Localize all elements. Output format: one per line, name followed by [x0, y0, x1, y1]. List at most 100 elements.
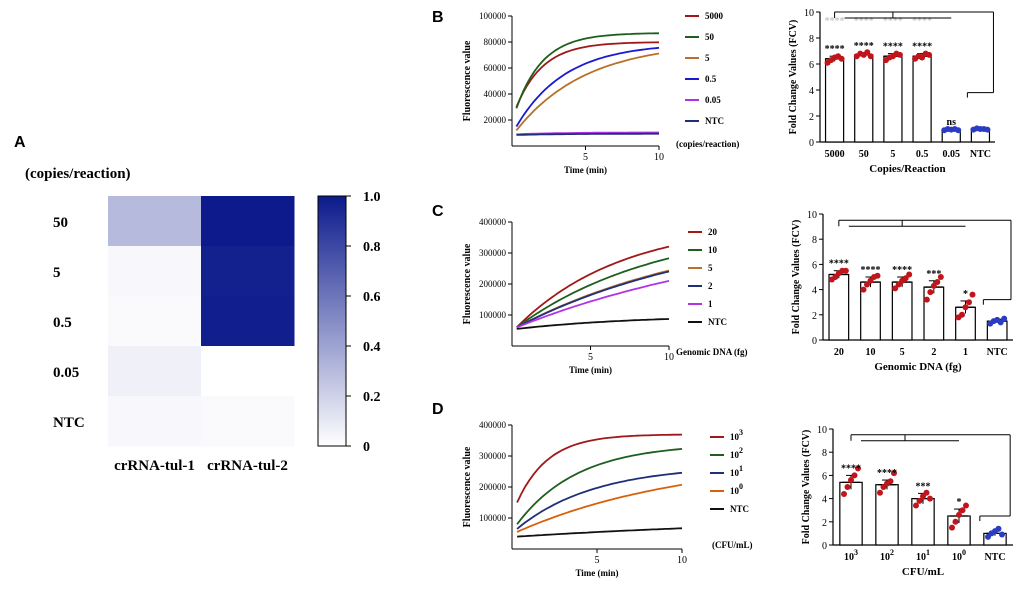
x-tick-label: 20: [834, 347, 844, 358]
x-tick-label: 10: [677, 555, 687, 566]
colorbar-tick-label: 0: [363, 440, 370, 455]
y-tick-label: 10: [804, 8, 814, 19]
data-point: [963, 502, 969, 509]
x-tick-label: 102: [880, 548, 894, 563]
significance-label-faded: ****: [912, 16, 932, 27]
y-tick-label: 2: [822, 518, 827, 529]
y-tick-label: 8: [812, 235, 817, 246]
x-tick-label: 5: [900, 347, 905, 358]
y-axis-title: Fluorescence value: [462, 40, 473, 121]
legend-label: 0.05: [705, 95, 721, 105]
y-tick-label: 10: [817, 425, 827, 436]
significance-label: ****: [829, 259, 849, 270]
significance-label: *: [963, 289, 968, 300]
series-line: [516, 257, 670, 329]
y-axis-title: Fold Change Values (FCV): [788, 20, 799, 135]
significance-label: ns: [947, 117, 957, 128]
data-point: [867, 53, 874, 60]
y-axis-title: Fluorescence value: [462, 243, 473, 324]
y-tick-label: 2: [812, 311, 817, 322]
heatmap-cell: [108, 246, 202, 297]
legend-label: 1: [708, 299, 713, 309]
heatmap-title: (copies/reaction): [25, 166, 131, 182]
legend-label: 5000: [705, 11, 724, 21]
x-tick-label: NTC: [970, 149, 991, 160]
significance-label: ****: [841, 463, 861, 474]
y-tick-label: 300000: [479, 248, 507, 258]
colorbar: [317, 195, 347, 447]
series-line: [516, 245, 670, 329]
legend-note: Genomic DNA (fg): [676, 347, 748, 357]
data-point: [832, 274, 839, 280]
data-point: [906, 271, 913, 278]
x-tick-label: 5: [588, 352, 593, 363]
data-point: [995, 525, 1002, 532]
data-point: [919, 54, 926, 61]
x-tick-label: 5: [595, 555, 600, 566]
bar: [828, 273, 850, 341]
heatmap-cell: [108, 346, 202, 397]
heatmap-row-label: 50: [53, 215, 68, 231]
series-line: [516, 270, 670, 329]
legend-label: 102: [730, 446, 743, 460]
heatmap-cell: [201, 246, 295, 297]
legend-label: 20: [708, 227, 718, 237]
series-line: [516, 471, 683, 530]
y-tick-label: 2: [809, 112, 814, 123]
significance-label: *: [957, 497, 962, 508]
y-tick-label: 100000: [479, 11, 507, 21]
y-tick-label: 80000: [484, 37, 507, 47]
x-axis-title: CFU/mL: [902, 566, 944, 578]
y-tick-label: 100000: [479, 513, 507, 523]
bar: [912, 55, 932, 143]
series-line: [515, 46, 660, 127]
legend-label: 2: [708, 281, 713, 291]
x-tick-label: NTC: [984, 552, 1005, 563]
y-tick-label: 10: [807, 210, 817, 221]
y-tick-label: 40000: [484, 89, 507, 99]
y-tick-label: 0: [812, 336, 817, 347]
data-point: [851, 472, 858, 479]
y-axis-title: Fold Change Values (FCV): [801, 430, 812, 545]
data-point: [984, 126, 991, 133]
panel-label-c: C: [432, 203, 444, 220]
series-line: [516, 483, 683, 533]
significance-label-faded: ****: [854, 16, 874, 27]
significance-label: ****: [854, 41, 874, 52]
legend-label: 101: [730, 464, 743, 478]
data-point: [927, 495, 933, 502]
legend-label: NTC: [730, 504, 749, 514]
legend-note: (copies/reaction): [676, 139, 739, 149]
data-point: [892, 285, 899, 292]
series-line: [515, 41, 660, 108]
data-point: [887, 478, 894, 485]
x-axis-title: Time (min): [569, 365, 612, 375]
heatmap-row-label: 5: [53, 265, 61, 281]
data-point: [927, 289, 934, 296]
data-point: [844, 484, 851, 490]
data-point: [891, 470, 897, 477]
data-point: [895, 281, 902, 288]
data-point: [923, 489, 930, 496]
data-point: [934, 279, 941, 286]
data-point: [841, 490, 847, 497]
bar: [824, 58, 845, 143]
legend-label: 50: [705, 32, 715, 42]
data-point: [999, 531, 1005, 538]
x-axis-title: Genomic DNA (fg): [874, 361, 962, 373]
y-axis-title: Fluorescence value: [462, 446, 473, 527]
x-tick-label: 101: [916, 548, 930, 563]
data-point: [913, 502, 919, 509]
panel-label-d: D: [432, 401, 444, 418]
series-line: [516, 280, 670, 329]
legend-label: 5: [705, 53, 710, 63]
data-point: [956, 511, 962, 518]
data-point: [926, 51, 933, 58]
significance-label: ***: [926, 269, 941, 280]
data-point: [842, 267, 849, 274]
data-point: [838, 55, 845, 62]
data-point: [1001, 315, 1008, 322]
x-tick-label: NTC: [987, 347, 1008, 358]
x-tick-label: 10: [866, 347, 876, 358]
